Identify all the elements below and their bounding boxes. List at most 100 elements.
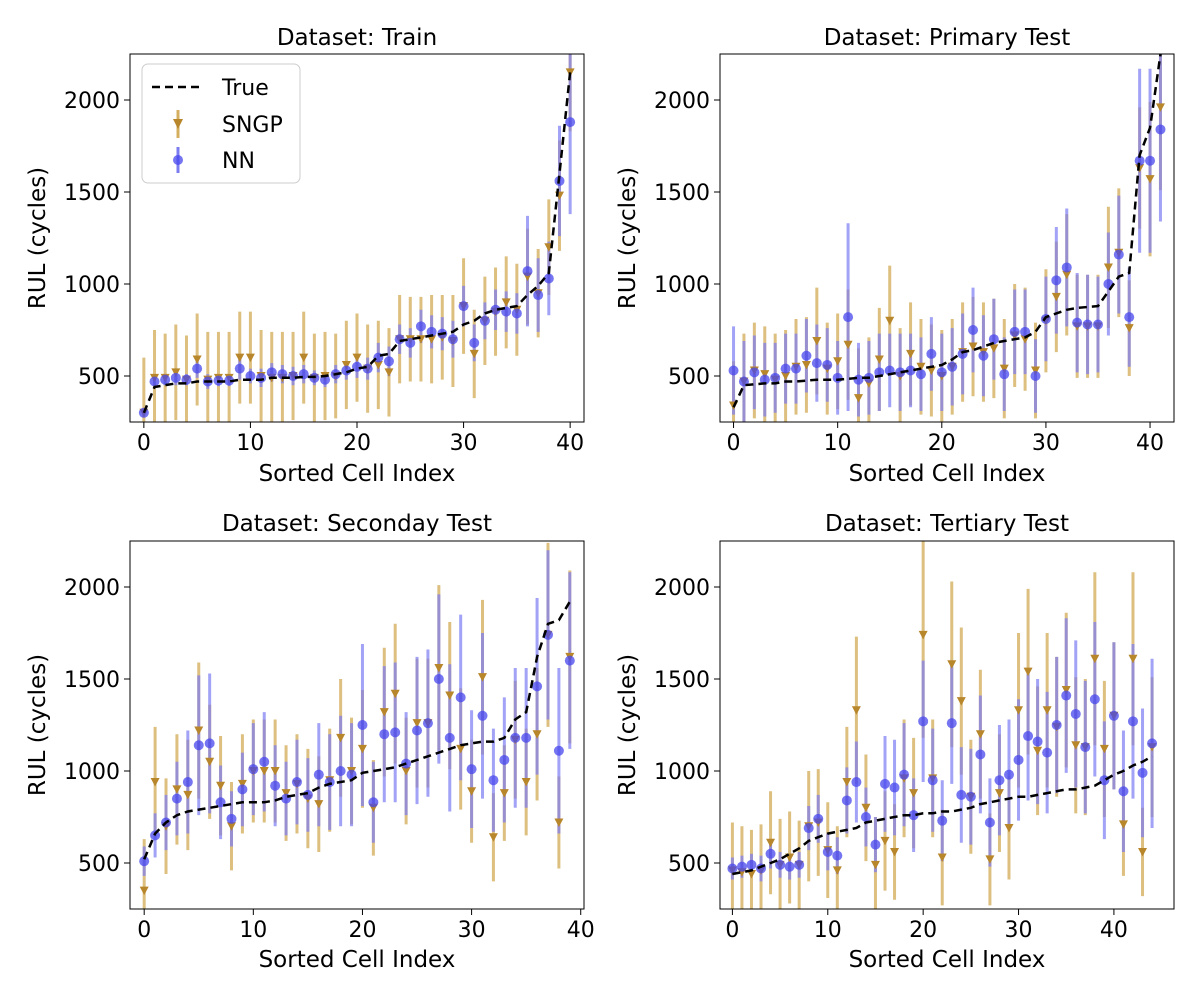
nn-point <box>899 769 910 780</box>
nn-point <box>749 367 760 378</box>
sngp-point <box>1155 103 1165 112</box>
plot-frame <box>129 540 585 910</box>
sngp-point <box>1145 175 1155 184</box>
nn-point <box>182 777 193 788</box>
x-tick-label: 10 <box>814 918 842 943</box>
nn-point <box>415 321 426 332</box>
x-axis-label: Sorted Cell Index <box>849 947 1046 973</box>
sngp-point <box>259 767 269 776</box>
sngp-point <box>1051 292 1061 302</box>
nn-point <box>490 304 501 315</box>
sngp-point <box>766 838 776 848</box>
x-axis-label: Sorted Cell Index <box>849 461 1046 487</box>
sngp-point <box>781 372 791 381</box>
y-tick-label: 1000 <box>654 760 710 785</box>
nn-point <box>341 365 352 376</box>
y-tick-label: 2000 <box>64 576 120 601</box>
x-tick-label: 0 <box>725 918 739 943</box>
x-axis-label: Sorted Cell Index <box>259 461 456 487</box>
sngp-point <box>357 744 367 754</box>
sngp-point <box>832 866 842 875</box>
sngp-point <box>401 767 411 776</box>
sngp-point <box>445 691 455 701</box>
nn-point <box>270 780 281 791</box>
nn-point <box>226 813 237 824</box>
sngp-point <box>926 366 936 375</box>
sngp-point <box>245 353 255 363</box>
sngp-point <box>937 853 947 862</box>
nn-point <box>234 363 245 374</box>
nn-point <box>422 718 433 729</box>
sngp-point <box>861 803 871 813</box>
sngp-point <box>237 779 247 789</box>
sngp-point <box>851 706 861 715</box>
true-line <box>732 755 1153 876</box>
nn-point <box>447 334 458 345</box>
panel-ticks: 0 10 20 30 40 500 1000 1500 2000 <box>654 576 1128 943</box>
panel-title: Dataset: Tertiary Test <box>825 511 1069 537</box>
sngp-point <box>1014 706 1024 715</box>
sngp-point <box>314 800 324 809</box>
nn-point <box>822 359 833 370</box>
sngp-point <box>968 342 978 352</box>
sngp-point <box>1031 366 1041 375</box>
nn-point <box>357 720 368 730</box>
sngp-point <box>379 708 389 717</box>
nn-point <box>880 778 891 789</box>
nn-point <box>204 738 215 749</box>
sngp-point <box>994 789 1004 798</box>
sngp-point <box>1042 706 1052 715</box>
nn-point <box>565 117 576 128</box>
nn-point <box>1042 747 1053 758</box>
y-axis-label: RUL (cycles) <box>25 167 51 309</box>
nn-point <box>368 797 379 808</box>
nn-point <box>746 859 757 870</box>
nn-point <box>1134 155 1145 166</box>
y-tick-label: 2000 <box>654 89 710 114</box>
nn-point <box>444 732 455 743</box>
y-tick-label: 500 <box>668 365 710 390</box>
sngp-point <box>281 789 291 798</box>
nn-point <box>851 777 862 788</box>
x-tick-label: 20 <box>348 918 376 943</box>
x-tick-label: 30 <box>1032 431 1060 456</box>
nn-point <box>1051 275 1062 286</box>
nn-point <box>1092 319 1103 330</box>
nn-point <box>266 367 277 378</box>
nn-point <box>801 350 812 361</box>
panel-ticks: 0 10 20 30 40 500 1000 1500 2000 <box>64 576 595 943</box>
y-tick-label: 500 <box>78 852 120 877</box>
sngp-point <box>456 744 466 754</box>
panel-marks <box>139 542 575 909</box>
nn-point <box>813 813 824 824</box>
nn-point <box>927 775 938 786</box>
y-tick-label: 500 <box>78 365 120 390</box>
sngp-point <box>975 730 985 739</box>
nn-point <box>937 815 948 826</box>
nn-point <box>405 337 416 348</box>
nn-point <box>1051 720 1062 730</box>
y-tick-label: 2000 <box>64 89 120 114</box>
sngp-point <box>226 822 236 831</box>
nn-point <box>455 692 466 703</box>
nn-point <box>947 361 958 372</box>
x-tick-label: 30 <box>450 431 478 456</box>
legend-sngp-marker <box>173 119 183 129</box>
nn-point <box>1145 155 1156 166</box>
sngp-point <box>880 836 890 846</box>
sngp-point <box>171 368 181 377</box>
sngp-point <box>336 733 346 743</box>
sngp-point <box>1023 667 1033 677</box>
sngp-point <box>916 362 926 372</box>
sngp-point <box>1062 270 1072 280</box>
y-axis-label: RUL (cycles) <box>615 167 641 309</box>
y-tick-label: 2000 <box>654 576 710 601</box>
nn-point <box>1003 769 1014 780</box>
sngp-point <box>746 870 756 879</box>
sngp-point <box>1099 744 1109 754</box>
nn-point <box>412 725 423 736</box>
nn-point <box>784 861 795 872</box>
nn-point <box>1009 326 1020 337</box>
y-tick-label: 1000 <box>64 273 120 298</box>
